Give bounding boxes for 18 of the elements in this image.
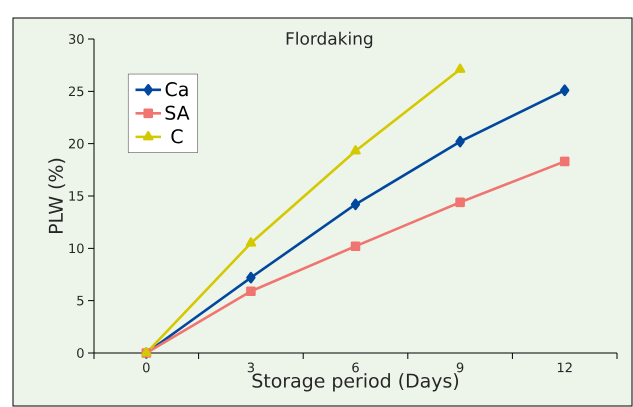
y-tick-label: 15 bbox=[69, 191, 84, 201]
x-tick-label: 0 bbox=[143, 362, 150, 372]
x-axis-title: Storage period (Days) bbox=[252, 373, 458, 392]
chart-title: Flordaking bbox=[286, 32, 372, 48]
y-tick-label: 0 bbox=[77, 348, 84, 358]
legend-label: Ca bbox=[166, 82, 188, 96]
legend-label: SA bbox=[166, 106, 190, 120]
x-tick-label: 3 bbox=[248, 362, 254, 372]
y-tick-label: 5 bbox=[77, 296, 84, 306]
legend-label: C bbox=[171, 129, 183, 144]
x-tick-label: 9 bbox=[456, 362, 464, 372]
x-tick-label: 6 bbox=[352, 362, 359, 372]
y-tick-label: 20 bbox=[68, 138, 84, 149]
y-axis-title: PLW (%) bbox=[48, 158, 66, 233]
y-tick-label: 10 bbox=[69, 243, 84, 254]
y-tick-label: 30 bbox=[68, 34, 84, 44]
y-tick-label: 25 bbox=[68, 86, 84, 96]
x-tick-label: 12 bbox=[558, 362, 572, 372]
